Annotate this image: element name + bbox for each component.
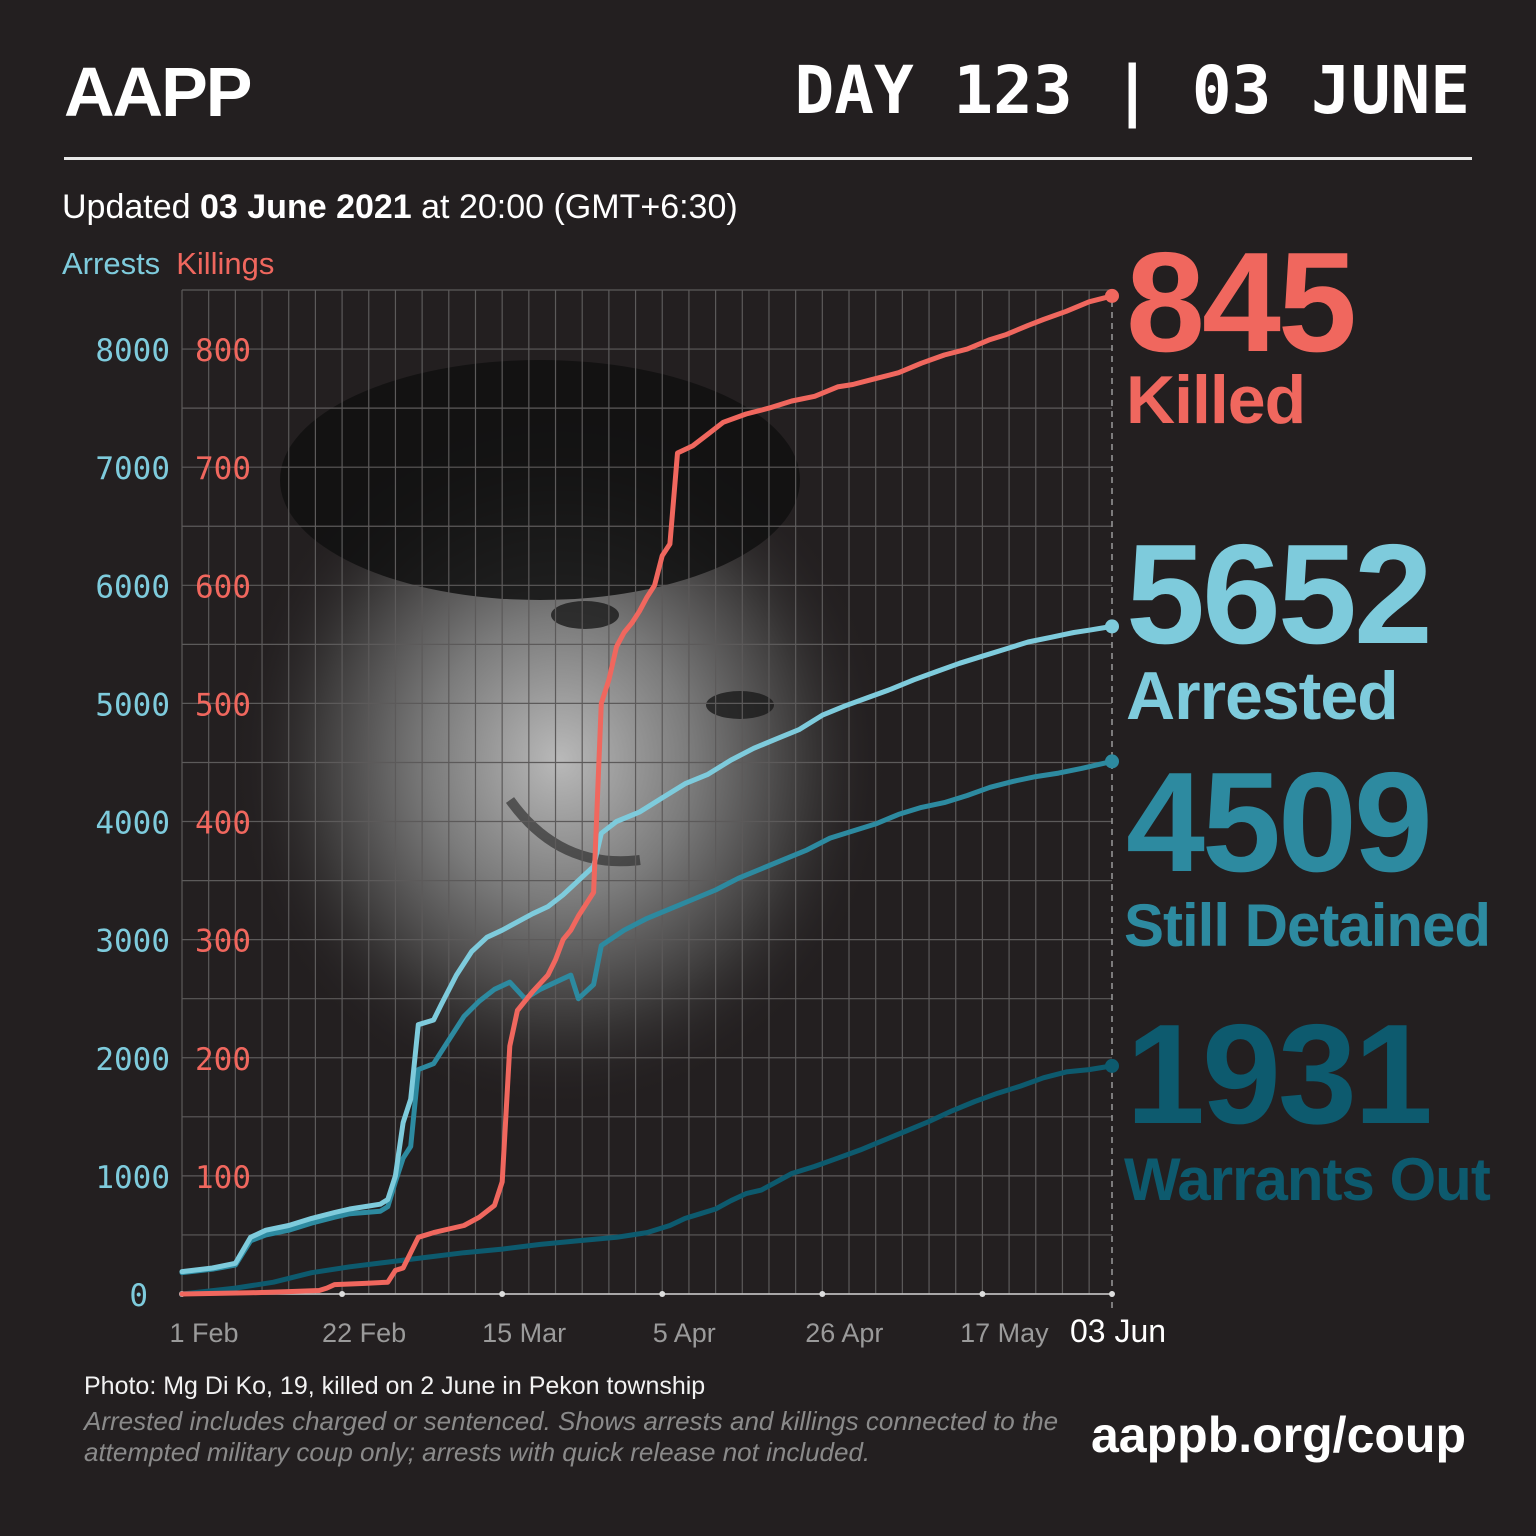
- y-right-tick-label: 700: [195, 451, 251, 487]
- series-line-killings: [179, 293, 1115, 1297]
- x-tick-label: 1 Feb: [169, 1318, 238, 1348]
- detained-count: 4509: [1126, 743, 1433, 902]
- x-tick-mark: [339, 1291, 346, 1297]
- detained-label: Still Detained: [1124, 892, 1491, 959]
- y-right-tick-label: 500: [195, 687, 251, 723]
- updated-prefix: Updated: [62, 188, 200, 226]
- arrested-label: Arrested: [1126, 658, 1399, 734]
- y-left-tick-label: 0: [129, 1278, 148, 1314]
- y-left-tick-label: 7000: [95, 451, 170, 487]
- chart-grid: [181, 289, 1113, 1308]
- x-tick-mark: [979, 1291, 986, 1297]
- y-left-tick-label: 5000: [95, 687, 170, 723]
- x-tick-label: 26 Apr: [805, 1318, 883, 1348]
- y-right-tick-label: 400: [195, 806, 251, 842]
- x-tick-label: 15 Mar: [482, 1318, 566, 1348]
- aapp-logo: AAPP: [64, 53, 252, 131]
- y-left-tick-label: 2000: [95, 1042, 170, 1078]
- y-right-tick-label: 300: [195, 924, 251, 960]
- killed-count: 845: [1126, 223, 1357, 382]
- x-tick-mark: [1109, 1291, 1115, 1297]
- y-left-tick-label: 1000: [95, 1160, 170, 1196]
- x-tick-label: 17 May: [960, 1318, 1049, 1348]
- series-end-marker: [1105, 754, 1119, 769]
- y-left-tick-label: 4000: [95, 806, 170, 842]
- legend-arrests: Arrests: [62, 246, 161, 281]
- header-divider: [64, 157, 1472, 160]
- x-tick-mark: [819, 1291, 826, 1297]
- y-left-tick-label: 6000: [95, 569, 170, 605]
- x-tick-label: 03 Jun: [1070, 1313, 1166, 1349]
- y-right-tick-label: 200: [195, 1042, 251, 1078]
- updated-date: 03 June 2021: [200, 188, 412, 226]
- y-left-tick-label: 3000: [95, 924, 170, 960]
- arrested-count: 5652: [1126, 515, 1433, 674]
- photo-credit: Photo: Mg Di Ko, 19, killed on 2 June in…: [84, 1372, 706, 1400]
- x-tick-mark: [659, 1291, 666, 1297]
- updated-timestamp: Updated 03 June 2021 at 20:00 (GMT+6:30): [62, 188, 738, 227]
- y-right-tick-label: 100: [195, 1160, 251, 1196]
- updated-suffix: at 20:00 (GMT+6:30): [411, 188, 738, 226]
- y-right-tick-label: 800: [195, 333, 251, 369]
- chart-legend: Arrests Killings: [62, 246, 274, 282]
- series-end-marker: [1105, 288, 1119, 303]
- y-right-tick-label: 600: [195, 569, 251, 605]
- series-line-still-detained: [179, 758, 1115, 1276]
- source-url[interactable]: aappb.org/coup: [1091, 1407, 1466, 1463]
- series-line-arrests: [179, 623, 1115, 1275]
- series-end-marker: [1105, 619, 1119, 634]
- methodology-note: Arrested includes charged or sentenced. …: [84, 1406, 1059, 1467]
- x-tick-label: 22 Feb: [322, 1318, 406, 1348]
- warrants-count: 1931: [1126, 995, 1433, 1154]
- x-tick-mark: [499, 1291, 506, 1297]
- chart-series: [179, 288, 1119, 1297]
- y-left-tick-label: 8000: [95, 333, 170, 369]
- killed-label: Killed: [1126, 362, 1306, 438]
- x-tick-label: 5 Apr: [653, 1318, 716, 1348]
- series-end-marker: [1105, 1058, 1119, 1073]
- legend-killings: Killings: [176, 246, 275, 281]
- day-date-label: DAY 123 | 03 JUNE: [794, 52, 1470, 129]
- series-line-warrants-out: [179, 1063, 1115, 1297]
- warrants-label: Warrants Out: [1124, 1146, 1491, 1213]
